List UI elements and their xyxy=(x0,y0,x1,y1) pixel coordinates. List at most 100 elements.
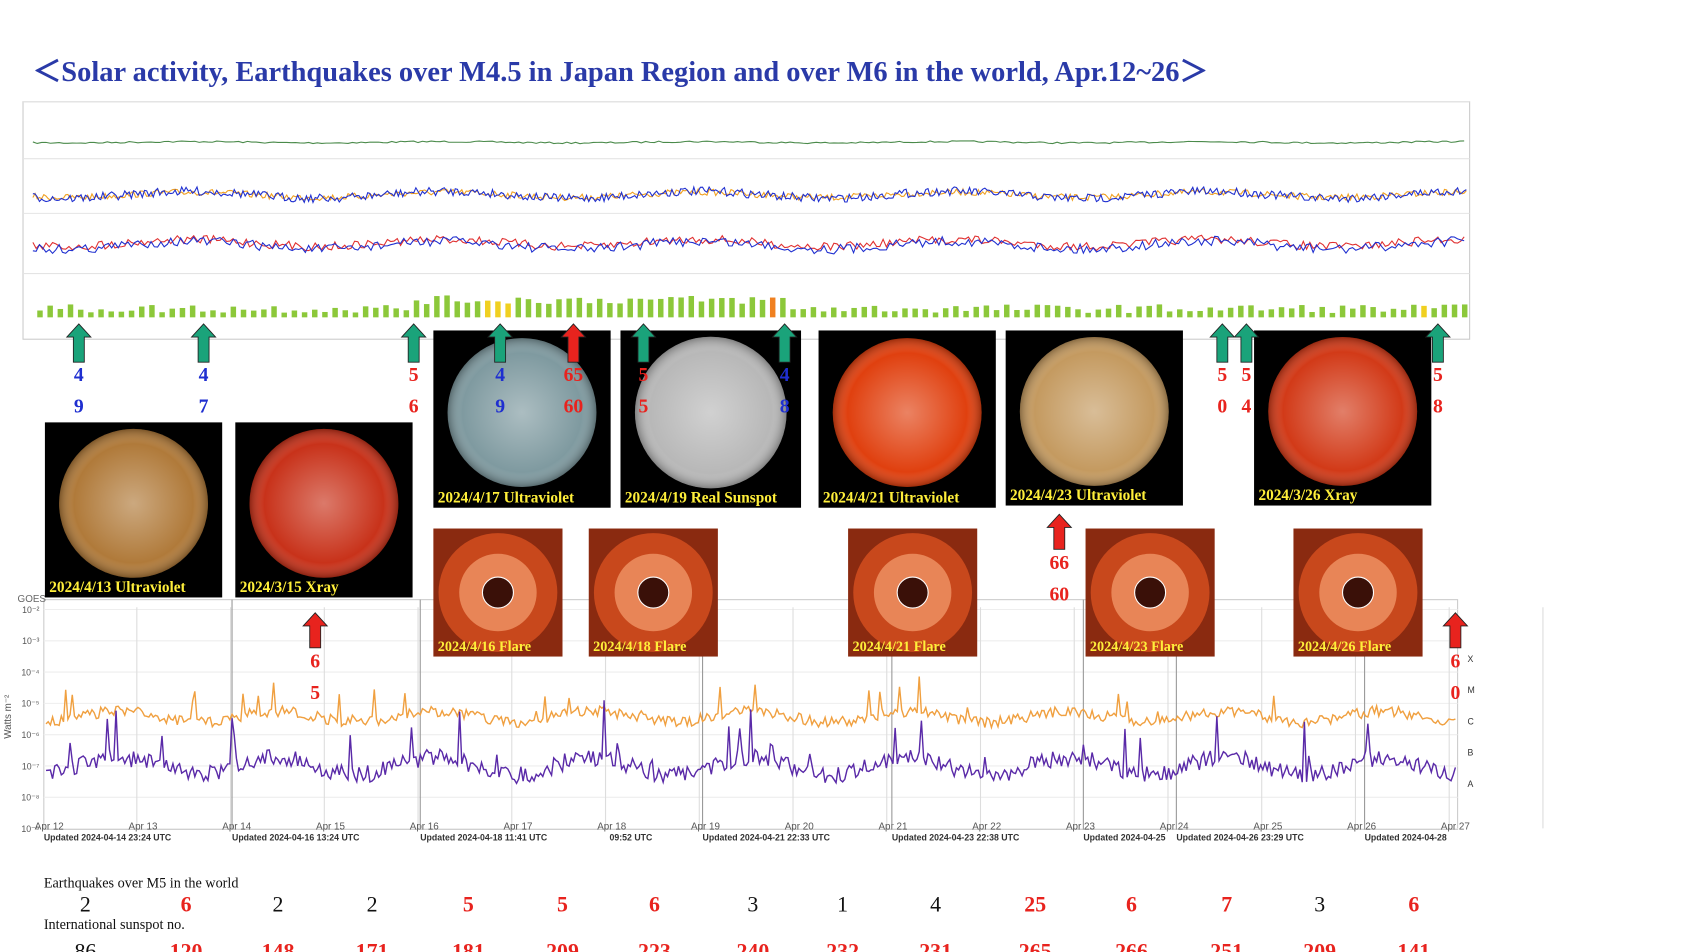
magnitude-upper: 5 xyxy=(1241,364,1251,386)
earthquakes-label: Earthquakes over M5 in the world xyxy=(44,875,239,891)
image-caption: 2024/4/23 Ultraviolet xyxy=(1010,487,1147,504)
updated-label: Updated 2024-04-28 xyxy=(1365,832,1447,842)
kp-bar xyxy=(1004,304,1010,318)
magnitude-lower: 0 xyxy=(1450,682,1460,704)
kp-bar xyxy=(1085,312,1091,318)
updated-label: Updated 2024-04-21 22:33 UTC xyxy=(703,832,831,842)
earthquake-count: 6 xyxy=(649,893,660,917)
kp-bar xyxy=(1095,309,1102,318)
kp-bar xyxy=(240,309,247,318)
kp-bar xyxy=(912,308,918,318)
kp-bar xyxy=(566,298,572,318)
magnitude-lower: 8 xyxy=(1433,396,1443,418)
kp-bar xyxy=(169,308,176,318)
y-tick-label: 10⁻⁸ xyxy=(21,793,39,803)
sun-shade xyxy=(447,338,597,487)
kp-bar xyxy=(647,299,654,318)
kp-bar xyxy=(403,310,410,318)
y-tick-label: 10⁻⁵ xyxy=(21,699,39,709)
magnitude-upper: 5 xyxy=(639,364,649,386)
kp-bar xyxy=(1166,311,1173,318)
kp-bar xyxy=(759,299,766,318)
image-caption: 2024/4/19 Real Sunspot xyxy=(625,489,778,506)
kp-bar xyxy=(810,307,817,318)
x-tick-label: Apr 14 xyxy=(222,821,251,832)
kp-bar xyxy=(688,295,695,318)
sun-shade xyxy=(832,338,982,487)
magnitude-lower: 0 xyxy=(1217,396,1227,418)
kp-bar xyxy=(301,312,308,318)
arrow xyxy=(487,323,514,363)
kp-bar xyxy=(973,306,979,318)
flare-class: B xyxy=(1467,748,1473,758)
arrow xyxy=(1046,513,1073,550)
kp-bar xyxy=(1238,305,1244,318)
x-tick-label: Apr 20 xyxy=(785,821,814,832)
kp-bar xyxy=(332,307,338,318)
earthquake-count: 2 xyxy=(273,893,284,917)
earthquake-count: 1 xyxy=(837,893,848,917)
kp-bar xyxy=(77,309,84,318)
strip-trace xyxy=(32,235,1465,255)
x-tick-label: Apr 15 xyxy=(316,821,345,832)
kp-bar xyxy=(37,310,43,318)
magnitude-lower: 60 xyxy=(1049,584,1069,606)
magnitude-upper: 4 xyxy=(74,364,84,386)
kp-bar xyxy=(220,312,226,318)
kp-bar xyxy=(200,311,206,318)
kp-bar xyxy=(454,301,460,318)
kp-bar xyxy=(1156,304,1163,318)
kp-bar xyxy=(983,305,990,318)
kp-bar xyxy=(1024,309,1030,318)
kp-bar xyxy=(739,303,745,318)
x-tick-label: Apr 18 xyxy=(597,821,626,832)
kp-bar xyxy=(1288,308,1295,318)
kp-bar xyxy=(159,312,165,318)
kp-bar xyxy=(474,301,481,318)
earthquake-count: 25 xyxy=(1024,893,1046,917)
kp-bar xyxy=(535,302,542,318)
kp-bar xyxy=(1177,309,1183,318)
earthquake-count: 5 xyxy=(557,893,568,917)
sunspot-count: 232 xyxy=(826,940,859,952)
updated-label: Updated 2024-04-18 11:41 UTC xyxy=(420,832,548,842)
particle-strip xyxy=(22,101,1471,340)
kp-bar xyxy=(719,298,725,318)
kp-bar xyxy=(189,305,196,318)
magnitude-lower: 9 xyxy=(495,396,505,418)
kp-bar xyxy=(1136,306,1142,318)
updated-label: Updated 2024-04-14 23:24 UTC xyxy=(44,832,172,842)
sunspot-count: 265 xyxy=(1019,940,1052,952)
kp-bar xyxy=(261,309,267,318)
arrow xyxy=(771,323,798,363)
kp-bar xyxy=(210,310,216,318)
updated-label: Updated 2024-04-23 22:38 UTC xyxy=(892,832,1020,842)
magnitude-lower: 5 xyxy=(639,396,649,418)
sunspot-count: 231 xyxy=(919,940,952,952)
kp-bar xyxy=(841,311,847,318)
kp-bar xyxy=(1339,305,1346,318)
sun-shade xyxy=(1268,336,1418,486)
kp-bar xyxy=(861,306,868,318)
arrow xyxy=(1209,323,1236,363)
kp-bar xyxy=(1461,304,1468,318)
sunspot-count: 171 xyxy=(356,940,389,952)
y-tick-label: 10⁻³ xyxy=(22,636,39,646)
x-tick-label: Apr 24 xyxy=(1160,821,1189,832)
y-tick-label: 10⁻⁴ xyxy=(21,667,39,677)
kp-bar xyxy=(485,300,491,318)
sunspot-count: 86 xyxy=(74,940,96,952)
flare-class: M xyxy=(1467,685,1474,695)
sunspot-count: 209 xyxy=(1303,940,1336,952)
kp-bar xyxy=(1207,307,1214,318)
kp-bar xyxy=(769,297,776,318)
sunspot-count: 223 xyxy=(638,940,671,952)
arrow xyxy=(190,323,217,363)
x-tick-label: Apr 19 xyxy=(691,821,720,832)
arrow xyxy=(1442,612,1469,649)
sun-shade xyxy=(59,428,209,578)
kp-bar xyxy=(902,308,908,318)
earthquake-count: 6 xyxy=(1126,893,1137,917)
kp-bar xyxy=(892,311,898,318)
